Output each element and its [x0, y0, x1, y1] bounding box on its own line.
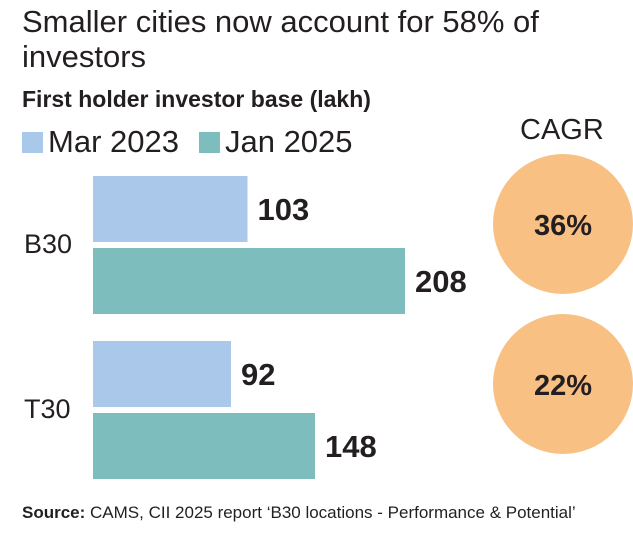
legend-label-jan-2025: Jan 2025	[224, 124, 353, 159]
legend-label-mar-2023: Mar 2023	[48, 124, 179, 159]
source-text: CAMS, CII 2025 report ‘B30 locations - P…	[85, 503, 576, 522]
legend: Mar 2023 Jan 2025	[22, 122, 373, 162]
legend-swatch-jan-2025	[198, 131, 220, 153]
category-label-b30: B30	[24, 229, 72, 259]
legend-swatch-mar-2023	[22, 131, 43, 153]
data-label-t30-mar-2023: 92	[241, 357, 275, 392]
data-label-b30-mar-2023: 103	[258, 192, 310, 227]
data-label-b30-jan-2025: 208	[415, 264, 467, 299]
cagr-title: CAGR	[520, 114, 604, 146]
chart-title: Smaller cities now account for 58% of in…	[22, 4, 539, 74]
source-note: Source: CAMS, CII 2025 report ‘B30 locat…	[22, 502, 582, 523]
cagr-circle-b30	[493, 154, 633, 294]
bar-t30-mar-2023	[93, 341, 231, 407]
cagr-label-b30: 36%	[534, 210, 592, 242]
bar-chart: B30 103 208 36% T30 92 148 22%	[24, 154, 633, 479]
data-label-t30-jan-2025: 148	[325, 429, 377, 464]
bar-b30-jan-2025	[93, 248, 405, 314]
cagr-label-t30: 22%	[534, 370, 592, 402]
source-label: Source:	[22, 503, 86, 522]
chart-subtitle: First holder investor base (lakh)	[22, 86, 371, 112]
category-label-t30: T30	[24, 394, 71, 424]
bar-t30-jan-2025	[93, 413, 315, 479]
legend-item-jan-2025: Jan 2025	[198, 124, 353, 160]
cagr-circle-t30	[493, 314, 633, 454]
bar-b30-mar-2023	[93, 176, 248, 242]
legend-item-mar-2023: Mar 2023	[22, 124, 179, 160]
